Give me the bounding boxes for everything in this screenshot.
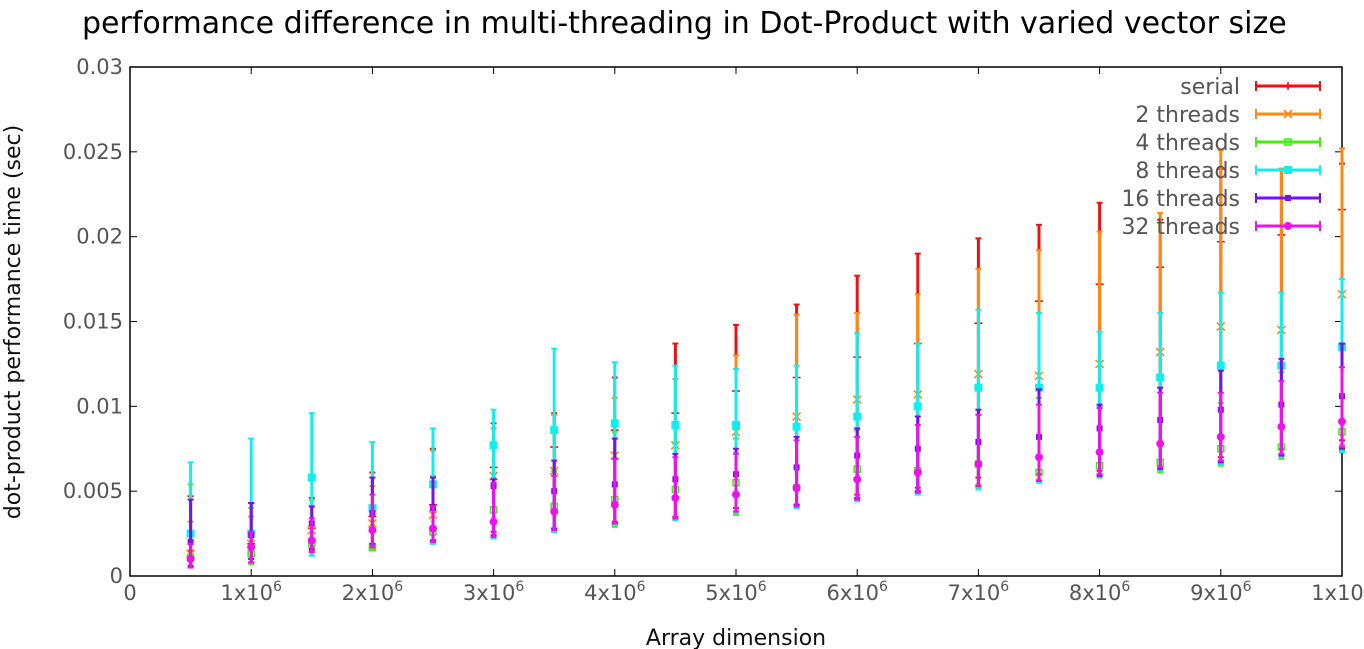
x-tick-label: 1x106 <box>220 579 282 605</box>
x-tick-label: 6x106 <box>826 579 888 605</box>
data-point <box>307 536 316 545</box>
legend-label: 2 threads <box>1135 103 1240 128</box>
data-point <box>1156 373 1165 382</box>
data-point <box>671 493 680 502</box>
legend-marker <box>1285 195 1291 201</box>
legend-label: 32 threads <box>1121 215 1240 240</box>
data-point <box>307 473 316 482</box>
y-tick-label: 0.015 <box>63 310 123 334</box>
y-tick-label: 0 <box>110 564 123 588</box>
series-8-threads <box>186 278 1346 569</box>
data-point <box>550 426 559 435</box>
data-point <box>550 507 559 516</box>
data-point <box>792 483 801 492</box>
legend: serial 2 threads 4 threads 8 threads 16 thre… <box>1121 75 1321 240</box>
y-tick-label: 0.01 <box>76 394 123 418</box>
data-point <box>368 526 377 535</box>
y-tick-label: 0.02 <box>76 225 123 249</box>
data-point <box>1216 361 1225 370</box>
series-layer <box>186 147 1347 569</box>
data-point <box>732 420 740 429</box>
y-tick-label: 0.03 <box>76 55 123 79</box>
x-tick-label: 7x106 <box>948 579 1010 605</box>
series-32-threads <box>186 366 1346 569</box>
data-point <box>187 539 194 546</box>
legend-marker <box>1284 166 1292 174</box>
data-point <box>1035 453 1043 462</box>
data-point <box>1216 432 1225 441</box>
data-point <box>792 422 801 431</box>
data-point <box>853 412 862 421</box>
x-tick-label: 2x106 <box>342 579 404 605</box>
legend-marker <box>1284 138 1292 146</box>
legend-item: 2 threads <box>1135 103 1321 128</box>
data-point <box>247 543 256 552</box>
data-point <box>1095 383 1104 392</box>
data-point <box>489 441 498 450</box>
legend-item: serial <box>1180 75 1321 100</box>
legend-item: 8 threads <box>1135 159 1321 184</box>
data-point <box>1156 439 1165 448</box>
legend-item: 32 threads <box>1121 215 1321 240</box>
legend-marker <box>1284 82 1292 90</box>
legend-marker <box>1283 109 1293 119</box>
data-point <box>913 468 922 477</box>
series-16-threads <box>187 342 1345 567</box>
y-axis-label: dot-product performance time (sec) <box>1 125 26 519</box>
series-4-threads <box>186 344 1346 569</box>
data-point <box>610 419 619 428</box>
y-tick-label: 0.005 <box>63 479 123 503</box>
x-tick-label: 1x107 <box>1311 579 1364 605</box>
x-tick-label: 0 <box>123 581 136 605</box>
chart-title: performance difference in multi-threadin… <box>82 6 1287 41</box>
data-point <box>1338 417 1346 426</box>
x-tick-label: 8x106 <box>1069 579 1131 605</box>
data-point <box>1277 422 1286 431</box>
legend-label: 8 threads <box>1135 159 1240 184</box>
y-axis-ticks: 0 0.005 0.01 0.015 0.02 0.025 0.03 <box>63 55 1342 588</box>
legend-label: serial <box>1180 75 1240 100</box>
x-tick-label: 3x106 <box>463 579 525 605</box>
data-point <box>853 475 862 484</box>
legend-item: 4 threads <box>1135 131 1321 156</box>
legend-label: 4 threads <box>1135 131 1240 156</box>
data-point <box>974 460 983 469</box>
data-point <box>974 383 983 392</box>
legend-label: 16 threads <box>1121 187 1240 212</box>
data-point <box>489 517 498 526</box>
data-point <box>913 402 922 411</box>
x-tick-label: 9x106 <box>1190 579 1252 605</box>
x-axis-label: Array dimension <box>646 626 826 649</box>
data-point <box>1095 448 1104 457</box>
x-axis-ticks: 0 1x106 2x106 3x106 4x106 5x106 6x106 7x106 8x10… <box>123 67 1364 605</box>
data-point <box>671 420 680 429</box>
y-tick-label: 0.025 <box>63 140 123 164</box>
data-point <box>186 555 195 564</box>
x-tick-label: 4x106 <box>584 579 646 605</box>
legend-item: 16 threads <box>1121 187 1321 212</box>
data-point <box>1035 383 1043 392</box>
data-point <box>429 524 437 533</box>
legend-marker <box>1284 222 1292 230</box>
data-point <box>610 500 619 509</box>
data-point <box>732 490 740 499</box>
x-tick-label: 5x106 <box>705 579 767 605</box>
